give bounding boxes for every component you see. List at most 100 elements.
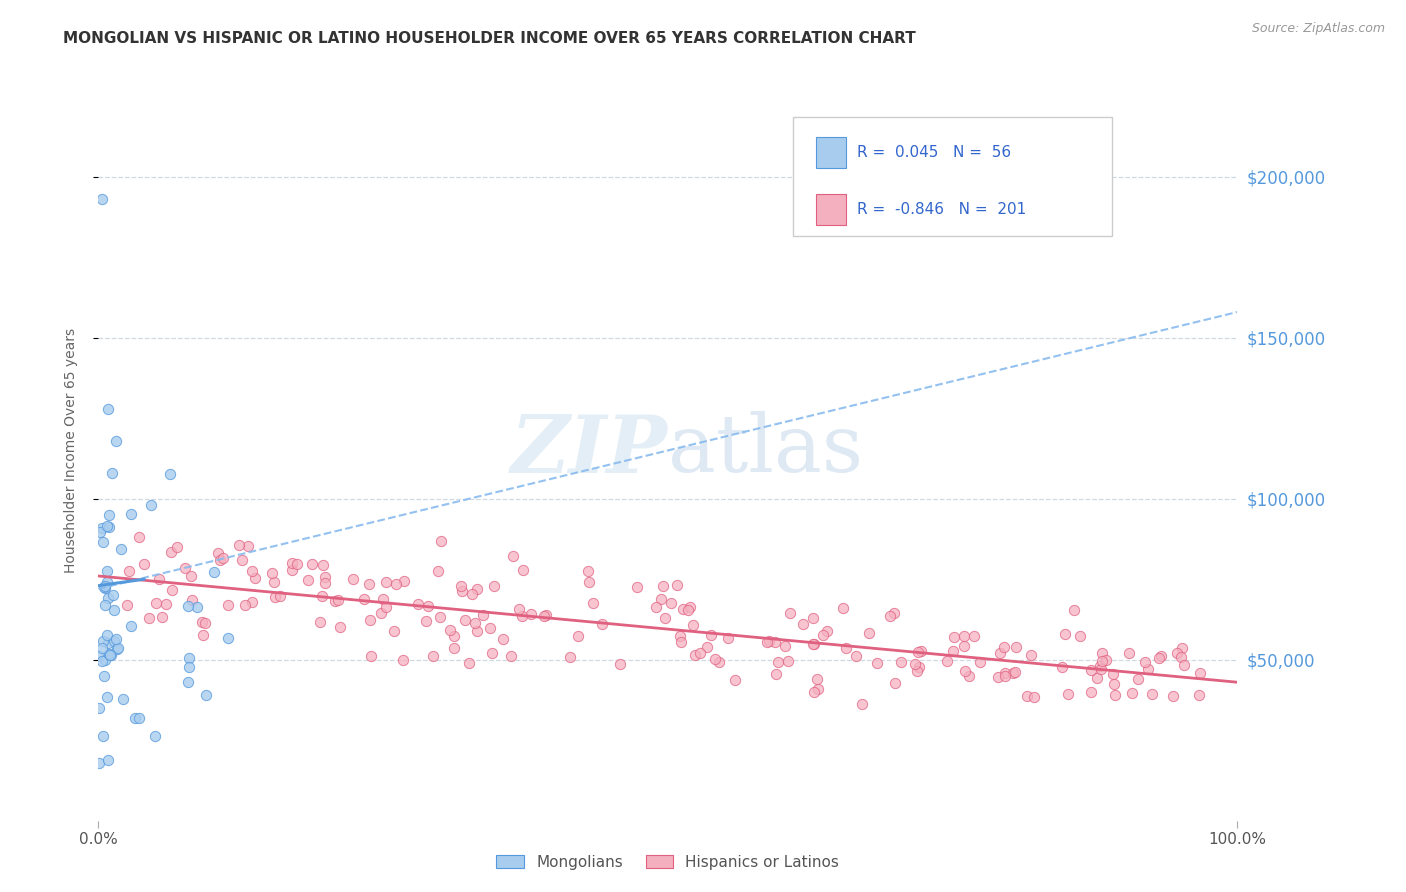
Point bbox=[1088, 659, 1111, 673]
Point bbox=[512, 563, 534, 577]
Point bbox=[884, 675, 907, 690]
Point bbox=[418, 599, 440, 613]
Point bbox=[1004, 665, 1026, 680]
Point bbox=[519, 607, 541, 621]
Point bbox=[243, 570, 266, 584]
Point bbox=[312, 558, 335, 572]
Point bbox=[177, 599, 200, 614]
Point bbox=[1102, 677, 1125, 691]
Point bbox=[406, 598, 429, 612]
Point bbox=[988, 646, 1011, 660]
Point bbox=[768, 655, 790, 669]
Point bbox=[626, 580, 648, 594]
Point bbox=[281, 556, 304, 570]
Point bbox=[155, 597, 177, 611]
Point bbox=[392, 653, 415, 667]
Point bbox=[1170, 640, 1192, 655]
Point bbox=[240, 564, 263, 578]
Point bbox=[645, 600, 668, 615]
Point bbox=[953, 639, 976, 653]
Point bbox=[457, 656, 479, 670]
Point bbox=[779, 606, 801, 620]
Point bbox=[97, 753, 120, 767]
Point bbox=[359, 614, 381, 628]
Point bbox=[672, 601, 695, 615]
Point bbox=[166, 540, 188, 554]
Point bbox=[1149, 649, 1171, 664]
Point bbox=[124, 711, 146, 725]
Point bbox=[139, 498, 162, 512]
Point bbox=[148, 572, 170, 586]
Point bbox=[287, 557, 309, 571]
Point bbox=[128, 531, 150, 545]
Point bbox=[1188, 689, 1211, 703]
Point bbox=[1091, 646, 1114, 660]
Point bbox=[465, 624, 488, 638]
Point bbox=[264, 590, 287, 604]
Point bbox=[654, 611, 676, 625]
Point bbox=[776, 654, 799, 668]
Point bbox=[90, 654, 112, 668]
Point bbox=[103, 603, 125, 617]
Point bbox=[957, 669, 980, 683]
Point bbox=[443, 629, 465, 643]
Point bbox=[314, 570, 336, 584]
Point bbox=[1091, 654, 1114, 668]
Point bbox=[101, 588, 124, 602]
Point bbox=[669, 634, 692, 648]
Point bbox=[1137, 662, 1160, 676]
Point bbox=[90, 640, 112, 655]
Point bbox=[765, 666, 787, 681]
Point bbox=[191, 628, 214, 642]
Point bbox=[1090, 663, 1112, 677]
Point bbox=[145, 596, 167, 610]
Point bbox=[94, 581, 117, 595]
Point bbox=[98, 648, 121, 662]
Point bbox=[454, 613, 477, 627]
Point bbox=[993, 640, 1015, 654]
Point bbox=[1080, 684, 1102, 698]
FancyBboxPatch shape bbox=[815, 194, 845, 226]
Point bbox=[89, 525, 111, 540]
Point bbox=[834, 640, 856, 655]
Point bbox=[879, 608, 901, 623]
Point bbox=[953, 629, 976, 643]
Text: atlas: atlas bbox=[668, 411, 863, 490]
Point bbox=[1170, 649, 1192, 664]
Point bbox=[1102, 667, 1125, 681]
Point bbox=[668, 629, 690, 643]
Point bbox=[1118, 646, 1140, 660]
Point bbox=[815, 624, 838, 639]
Text: R =  -0.846   N =  201: R = -0.846 N = 201 bbox=[856, 202, 1026, 217]
Point bbox=[194, 688, 217, 702]
Point bbox=[228, 538, 250, 552]
Point bbox=[87, 701, 110, 715]
Point bbox=[93, 669, 115, 683]
Point bbox=[1140, 686, 1163, 700]
Point bbox=[963, 628, 986, 642]
Point bbox=[96, 518, 118, 533]
Point bbox=[150, 609, 173, 624]
Text: R =  0.045   N =  56: R = 0.045 N = 56 bbox=[856, 145, 1011, 160]
Point bbox=[96, 690, 118, 704]
Point bbox=[93, 579, 115, 593]
Point bbox=[236, 539, 259, 553]
Point bbox=[104, 632, 127, 647]
Point bbox=[160, 582, 183, 597]
Point bbox=[91, 634, 114, 648]
Point bbox=[904, 657, 927, 672]
Point bbox=[994, 669, 1017, 683]
Point bbox=[792, 616, 814, 631]
Point bbox=[309, 615, 332, 630]
Point bbox=[328, 592, 350, 607]
Point bbox=[208, 552, 231, 566]
FancyBboxPatch shape bbox=[793, 117, 1112, 235]
Point bbox=[181, 592, 204, 607]
Point bbox=[96, 628, 118, 642]
Y-axis label: Householder Income Over 65 years: Householder Income Over 65 years bbox=[63, 328, 77, 573]
Point bbox=[510, 609, 533, 624]
Point bbox=[1166, 646, 1188, 660]
Point bbox=[1052, 660, 1074, 674]
Point bbox=[567, 629, 589, 643]
Point bbox=[311, 589, 333, 603]
